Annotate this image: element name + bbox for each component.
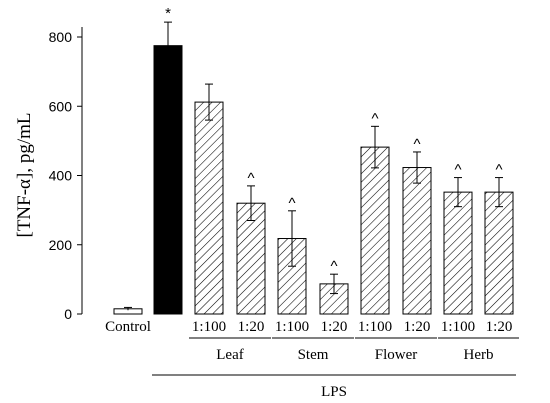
significance-marker: ^ — [454, 162, 461, 179]
bar — [236, 202, 266, 315]
bars: * ^ ^ ^ ^ ^ ^ ^ — [113, 5, 514, 315]
y-tick-label: 200 — [49, 237, 73, 253]
group-label: Herb — [464, 347, 494, 363]
significance-marker: * — [165, 5, 171, 22]
category-label: 1:20 — [321, 319, 348, 335]
category-label: 1:100 — [275, 319, 309, 335]
category-label: Control — [105, 319, 151, 335]
lps-label: LPS — [321, 384, 347, 400]
labels: Control 1:100 1:20 1:100 1:20 1:100 1:20 1:100 1… — [105, 319, 519, 400]
bar — [194, 101, 224, 315]
group-label: Flower — [375, 347, 418, 363]
y-tick-label: 600 — [49, 98, 73, 114]
category-label: 1:20 — [486, 319, 513, 335]
bar — [402, 167, 432, 315]
bar — [443, 191, 473, 315]
category-label: 1:20 — [404, 319, 431, 335]
y-tick-label: 400 — [49, 168, 73, 184]
category-label: 1:100 — [192, 319, 226, 335]
bar — [484, 191, 514, 315]
group-label: Leaf — [216, 347, 243, 363]
category-label: 1:100 — [441, 319, 475, 335]
group-label: Stem — [298, 347, 329, 363]
category-label: 1:20 — [238, 319, 265, 335]
significance-marker: ^ — [371, 110, 378, 127]
significance-marker: ^ — [288, 195, 295, 212]
significance-marker: ^ — [495, 162, 502, 179]
significance-marker: ^ — [413, 136, 420, 153]
y-axis-title: [TNF-α], pg/mL — [14, 113, 35, 238]
axes: 0 200 400 600 800 — [49, 27, 83, 322]
bar — [153, 45, 183, 315]
significance-marker: ^ — [330, 258, 337, 275]
bar — [360, 146, 390, 315]
category-label: 1:100 — [358, 319, 392, 335]
significance-marker: ^ — [247, 170, 254, 187]
y-tick-label: 800 — [49, 29, 73, 45]
y-tick-label: 0 — [64, 306, 72, 322]
